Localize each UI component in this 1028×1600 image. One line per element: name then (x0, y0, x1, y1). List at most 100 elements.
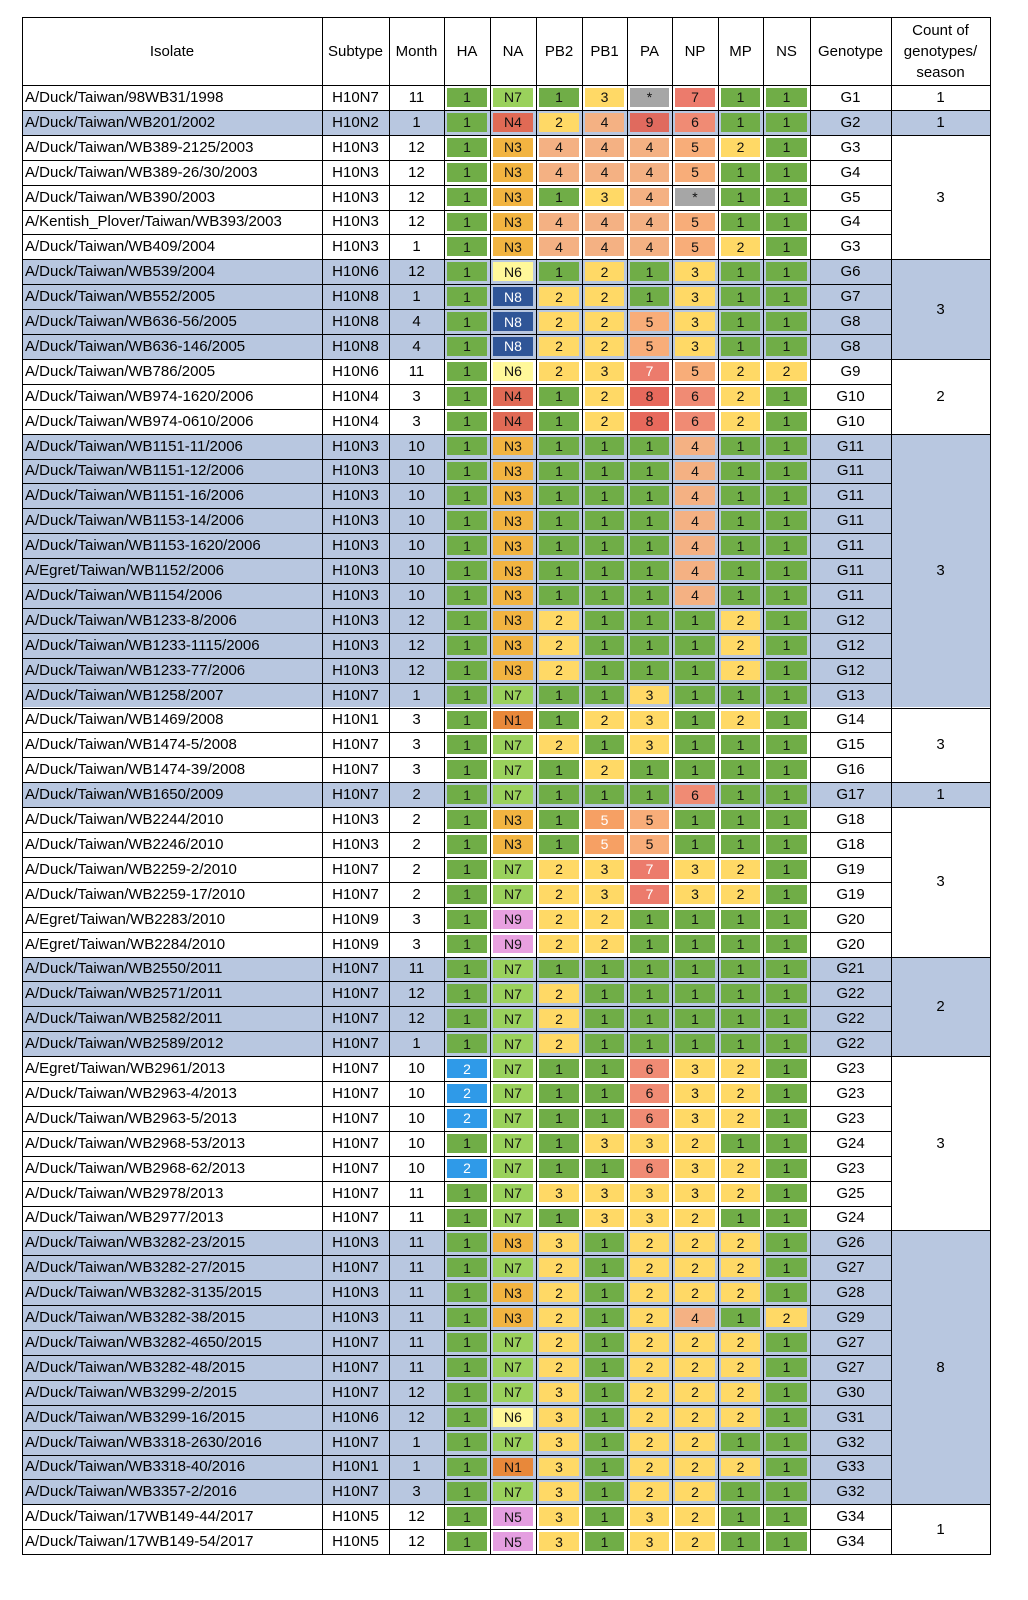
segment-na-swatch: N3 (493, 1283, 533, 1303)
month-cell: 12 (408, 213, 425, 231)
isolate-cell: A/Duck/Taiwan/WB1153-1620/2006 (25, 537, 261, 555)
segment-na-swatch: N1 (493, 710, 533, 730)
month-cell: 3 (412, 935, 421, 953)
segment-ns-swatch: 1 (766, 934, 807, 954)
segment-mp-swatch: 2 (721, 1084, 760, 1103)
segment-pb2-swatch: 1 (539, 88, 579, 107)
grid-hline (22, 134, 990, 136)
segment-ha-swatch: 1 (447, 1183, 487, 1203)
segment-ns-swatch: 1 (766, 810, 807, 829)
subtype-cell: H10N7 (332, 960, 379, 978)
segment-pb1-swatch: 2 (585, 337, 624, 356)
segment-pb2-swatch: 4 (539, 212, 579, 232)
segment-na-swatch: N7 (493, 984, 533, 1004)
segment-np-swatch: 2 (675, 1283, 715, 1303)
subtype-cell: H10N3 (332, 636, 379, 654)
isolate-cell: A/Duck/Taiwan/WB389-2125/2003 (25, 138, 254, 156)
segment-pb1-swatch: 3 (585, 187, 624, 207)
segment-mp-swatch: 1 (721, 1009, 760, 1029)
segment-pb2-swatch: 1 (539, 785, 579, 805)
segment-np-swatch: 2 (675, 1532, 715, 1552)
segment-pa-swatch: 1 (630, 561, 669, 580)
segment-np-swatch: 3 (675, 1059, 715, 1078)
segment-pb1-swatch: 2 (585, 312, 624, 331)
segment-ha-swatch: 1 (447, 1333, 487, 1352)
isolate-cell: A/Duck/Taiwan/WB539/2004 (25, 263, 216, 281)
season-count-cell: 3 (936, 562, 945, 580)
segment-pb2-swatch: 4 (539, 137, 579, 157)
segment-np-swatch: 6 (675, 411, 715, 431)
genotype-cell: G13 (836, 686, 865, 704)
genotype-cell: G29 (836, 1309, 865, 1327)
grid-hline (22, 607, 891, 609)
month-cell: 3 (412, 387, 421, 405)
segment-pb1-swatch: 1 (585, 1333, 624, 1352)
segment-np-swatch: 5 (675, 137, 715, 157)
segment-np-swatch: 3 (675, 262, 715, 282)
month-cell: 10 (408, 462, 425, 480)
grid-vline (389, 17, 390, 1555)
segment-pa-swatch: 4 (630, 162, 669, 182)
genotype-cell: G8 (840, 313, 861, 331)
segment-pa-swatch: 4 (630, 137, 669, 157)
segment-ha-swatch: 1 (447, 187, 487, 207)
segment-mp-swatch: 2 (721, 635, 760, 655)
segment-na-swatch: N3 (493, 436, 533, 456)
genotype-cell: G32 (836, 1433, 865, 1451)
isolate-cell: A/Duck/Taiwan/WB2582/2011 (25, 1010, 223, 1028)
segment-mp-swatch: 1 (721, 511, 760, 531)
segment-ns-swatch: 1 (766, 586, 807, 605)
isolate-cell: A/Duck/Taiwan/WB1154/2006 (25, 586, 223, 604)
subtype-cell: H10N3 (332, 562, 379, 580)
segment-pa-swatch: 6 (630, 1059, 669, 1078)
genotype-cell: G8 (840, 337, 861, 355)
isolate-cell: A/Duck/Taiwan/WB1233-1115/2006 (25, 636, 260, 654)
segment-pb2-swatch: 2 (539, 312, 579, 331)
subtype-cell: H10N7 (332, 88, 379, 106)
segment-mp-swatch: 2 (721, 411, 760, 431)
subtype-cell: H10N3 (332, 163, 379, 181)
segment-pa-swatch: 1 (630, 660, 669, 680)
segment-pb1-swatch: 1 (585, 1308, 624, 1327)
subtype-cell: H10N2 (332, 113, 379, 131)
grid-hline (22, 184, 891, 186)
segment-ns-swatch: 1 (766, 1407, 807, 1427)
segment-pa-swatch: 1 (630, 959, 669, 979)
month-cell: 12 (408, 188, 425, 206)
segment-pb1-swatch: 4 (585, 137, 624, 157)
segment-ha-swatch: 1 (447, 112, 487, 132)
segment-pb1-swatch: 1 (585, 486, 624, 506)
segment-pb1-swatch: 1 (585, 1407, 624, 1427)
segment-mp-swatch: 2 (721, 137, 760, 157)
segment-pa-swatch: 6 (630, 1158, 669, 1178)
genotype-cell: G12 (836, 636, 865, 654)
segment-pa-swatch: 2 (630, 1482, 669, 1502)
segment-pb1-swatch: 1 (585, 1108, 624, 1128)
segment-pb2-swatch: 2 (539, 361, 579, 381)
segment-ns-swatch: 1 (766, 1333, 807, 1352)
segment-ha-swatch: 1 (447, 1482, 487, 1502)
grid-hline (22, 533, 891, 535)
segment-pb2-swatch: 1 (539, 187, 579, 207)
segment-ns-swatch: 1 (766, 461, 807, 481)
season-count-cell: 1 (936, 786, 945, 804)
genotype-cell: G34 (836, 1533, 865, 1551)
month-cell: 11 (408, 1234, 425, 1252)
table-border-right (990, 17, 992, 1556)
segment-ha-swatch: 1 (447, 436, 487, 456)
segment-ha-swatch: 1 (447, 586, 487, 605)
segment-pa-swatch: 1 (630, 586, 669, 605)
segment-mp-swatch: 1 (721, 187, 760, 207)
grid-hline (22, 583, 891, 584)
segment-ha-swatch: 1 (447, 610, 487, 630)
segment-pb2-swatch: 1 (539, 386, 579, 406)
subtype-cell: H10N3 (332, 537, 379, 555)
segment-pb1-swatch: 1 (585, 1283, 624, 1303)
segment-np-swatch: 5 (675, 212, 715, 232)
segment-na-swatch: N5 (493, 1507, 533, 1527)
segment-pb1-swatch: 2 (585, 934, 624, 954)
segment-pb1-swatch: 1 (585, 1059, 624, 1078)
genotype-cell: G18 (836, 811, 865, 829)
subtype-cell: H10N9 (332, 910, 379, 928)
subtype-cell: H10N3 (332, 1234, 379, 1252)
